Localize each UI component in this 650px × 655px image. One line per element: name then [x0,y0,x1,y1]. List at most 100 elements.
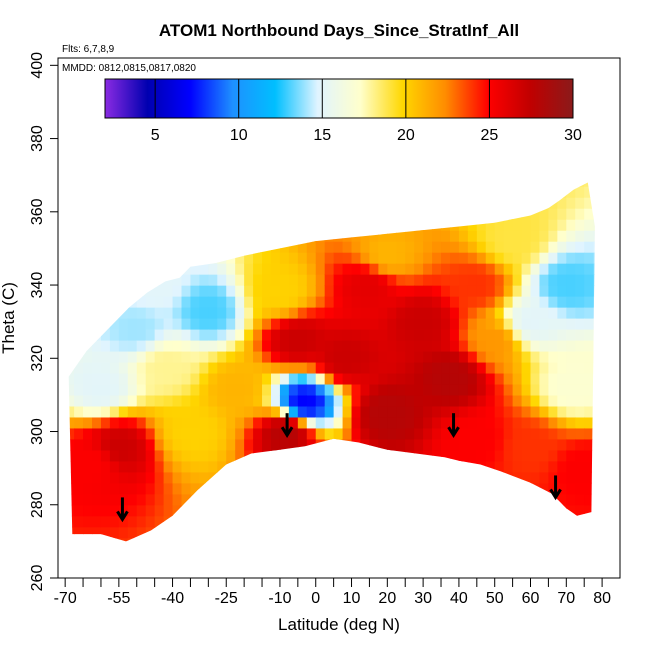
heatmap-cell [369,526,379,539]
heatmap-cell [172,208,183,220]
heatmap-cell [503,394,514,407]
heatmap-cell [136,372,147,385]
heatmap-cell [414,318,424,330]
heatmap-cell [226,449,236,462]
heatmap-cell [217,230,227,242]
heatmap-cell [270,197,281,209]
heatmap-cell [244,394,254,407]
heatmap-cell [226,252,236,264]
heatmap-cell [467,186,478,198]
heatmap-cell [503,186,514,198]
heatmap-cell [288,350,299,363]
heatmap-cell [74,515,84,528]
heatmap-cell [154,482,165,495]
heatmap-cell [109,493,120,506]
heatmap-cell [181,405,192,418]
heatmap-cell [154,285,165,297]
heatmap-cell [387,504,397,517]
heatmap-cell [530,263,541,275]
heatmap-cell [539,318,550,330]
heatmap-cell [512,197,523,209]
heatmap-cell [369,186,379,198]
heatmap-cell [333,296,344,308]
heatmap-cell [458,307,469,319]
heatmap-cell [575,274,585,286]
y-tick-label: 400 [29,52,46,79]
heatmap-cell [199,318,209,330]
heatmap-cell [92,460,102,473]
heatmap-cell [163,493,174,506]
heatmap-cell [593,383,595,396]
heatmap-cell [557,219,567,231]
heatmap-cell [414,526,424,539]
heatmap-cell [190,515,200,528]
heatmap-cell [109,350,120,363]
heatmap-cell [414,471,424,484]
heatmap-cell [432,504,442,517]
heatmap-cell [458,252,469,264]
heatmap-cell [154,182,165,187]
heatmap-cell [118,361,129,374]
heatmap-cell [396,394,406,407]
heatmap-cell [449,296,460,308]
heatmap-cell [512,460,523,473]
heatmap-cell [190,208,200,220]
heatmap-cell [235,208,245,220]
heatmap-cell [405,318,415,330]
heatmap-cell [270,285,281,297]
heatmap-cell [530,182,541,187]
heatmap-cell [441,219,451,231]
heatmap-cell [262,208,272,220]
heatmap-cell [163,383,174,396]
heatmap-cell [423,197,433,209]
heatmap-cell [449,504,460,517]
heatmap-cell [279,318,290,330]
heatmap-cell [163,405,174,418]
heatmap-cell [244,482,254,495]
heatmap-cell [109,394,120,407]
heatmap-cell [441,328,451,341]
heatmap-cell [262,285,272,297]
heatmap-cell [235,493,245,506]
heatmap-cell [270,208,281,220]
heatmap-cell [575,230,585,242]
heatmap-cell [315,296,326,308]
heatmap-cell [405,383,415,396]
heatmap-cell [127,537,138,542]
heatmap-cell [315,274,326,286]
heatmap-cell [369,285,379,297]
heatmap-cell [118,252,129,264]
heatmap-cell [270,361,281,374]
heatmap-cell [83,416,93,429]
heatmap-cell [351,372,362,385]
heatmap-cell [521,339,532,352]
heatmap-cell [100,230,111,242]
heatmap-cell [92,339,102,352]
heatmap-cell [503,318,514,330]
heatmap-cell [476,405,487,418]
heatmap-cell [136,230,147,242]
heatmap-cell [127,482,138,495]
heatmap-cell [235,515,245,528]
heatmap-cell [279,350,290,363]
heatmap-cell [253,285,263,297]
heatmap-cell [100,427,111,440]
heatmap-cell [530,427,541,440]
heatmap-cell [253,361,263,374]
heatmap-cell [557,307,567,319]
heatmap-cell [226,427,236,440]
heatmap-cell [566,493,576,506]
heatmap-cell [575,471,585,484]
heatmap-cell [306,383,317,396]
x-axis-title: Latitude (deg N) [278,615,400,634]
heatmap-cell [288,263,299,275]
heatmap-cell [458,482,469,495]
heatmap-cell [262,438,272,451]
heatmap-cell [387,252,397,264]
heatmap-cell [387,383,397,396]
heatmap-cell [74,339,84,352]
heatmap-cell [288,460,299,473]
heatmap-cell [449,482,460,495]
heatmap-cell [199,515,209,528]
heatmap-cell [512,252,523,264]
